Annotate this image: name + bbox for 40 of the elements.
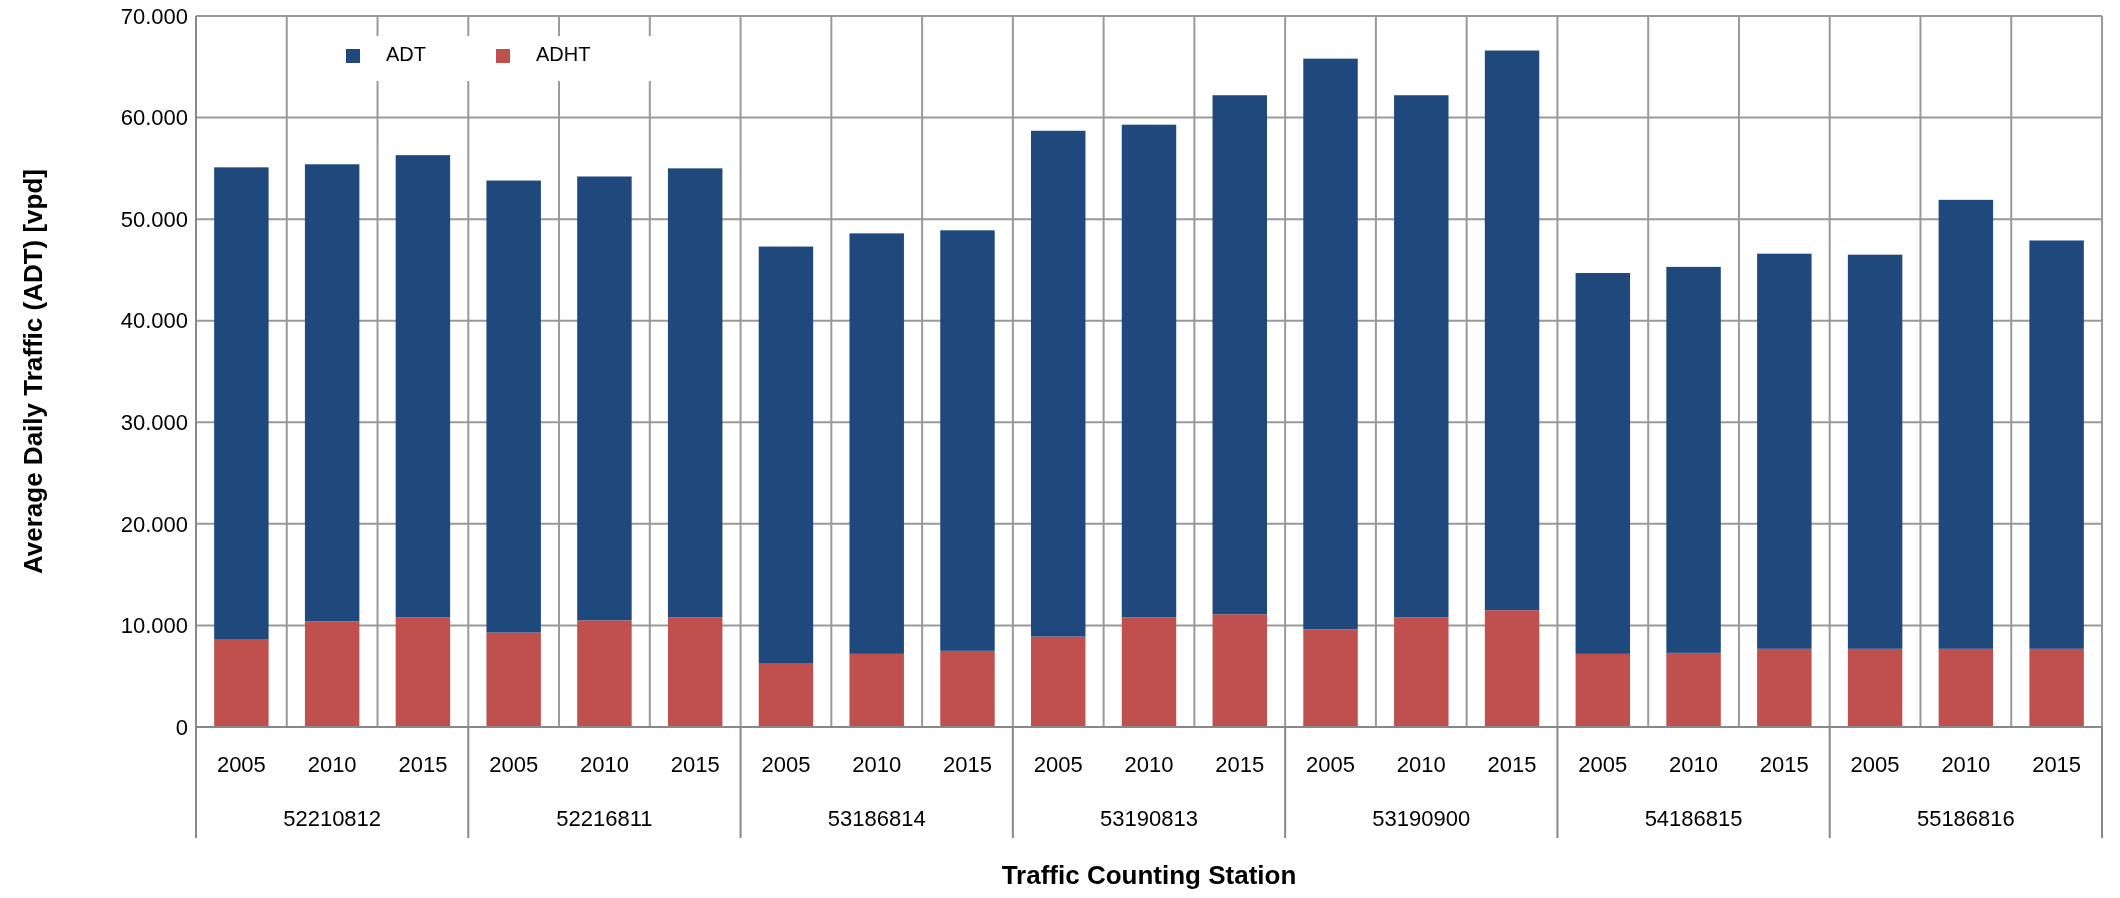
legend-label: ADHT bbox=[536, 43, 591, 65]
text: 54186815 bbox=[1644, 806, 1743, 831]
x-tick-label: 2010 bbox=[1669, 752, 1719, 777]
legend-label: ADT bbox=[386, 43, 426, 65]
x-tick-label: 2005 bbox=[489, 752, 539, 777]
y-tick-label: 20.000 bbox=[120, 511, 188, 537]
y-axis-title: Average Daily Traffic (ADT) [vpd] bbox=[18, 168, 48, 575]
y-tick-label: 50.000 bbox=[120, 206, 188, 232]
x-tick-label: 2005 bbox=[1306, 752, 1355, 777]
x-tick-label: 2005 bbox=[761, 752, 811, 777]
x-tick-label: 2015 bbox=[1215, 752, 1265, 777]
x-tick-label: 2015 bbox=[670, 752, 720, 777]
x-tick-label: 2015 bbox=[2032, 752, 2082, 777]
x-tick-label: 2015 bbox=[1487, 752, 1537, 777]
y-tick-label: 60.000 bbox=[120, 105, 188, 131]
x-tick-label: 2010 bbox=[1396, 752, 1446, 777]
y-tick-label: 10.000 bbox=[120, 613, 188, 639]
text: 53190900 bbox=[1372, 806, 1471, 831]
x-tick-label: 2010 bbox=[1941, 752, 1991, 777]
x-tick-label: 2005 bbox=[216, 752, 266, 777]
text: 55186816 bbox=[1916, 806, 2015, 831]
y-tick-label: 40.000 bbox=[120, 308, 188, 334]
x-tick-label: 2010 bbox=[579, 752, 629, 777]
x-tick-label: 2010 bbox=[1124, 752, 1174, 777]
x-tick-label: 2015 bbox=[943, 752, 992, 777]
x-tick-label: 2010 bbox=[852, 752, 902, 777]
y-tick-label: 30.000 bbox=[120, 409, 188, 435]
text: 53190813 bbox=[1100, 806, 1198, 831]
x-tick-label: 2015 bbox=[1759, 752, 1809, 777]
y-tick-label: 70.000 bbox=[120, 3, 188, 29]
x-axis-title: Traffic Counting Station bbox=[1001, 860, 1297, 890]
x-tick-label: 2010 bbox=[307, 752, 357, 777]
x-tick-label: 2005 bbox=[1850, 752, 1900, 777]
text: 53186814 bbox=[827, 806, 926, 831]
x-tick-label: 2005 bbox=[1033, 752, 1083, 777]
y-tick-label: 0 bbox=[175, 714, 188, 740]
x-tick-label: 2005 bbox=[1578, 752, 1628, 777]
text: 52216811 bbox=[556, 806, 653, 831]
text: 52210812 bbox=[283, 806, 382, 831]
x-tick-label: 2015 bbox=[398, 752, 448, 777]
